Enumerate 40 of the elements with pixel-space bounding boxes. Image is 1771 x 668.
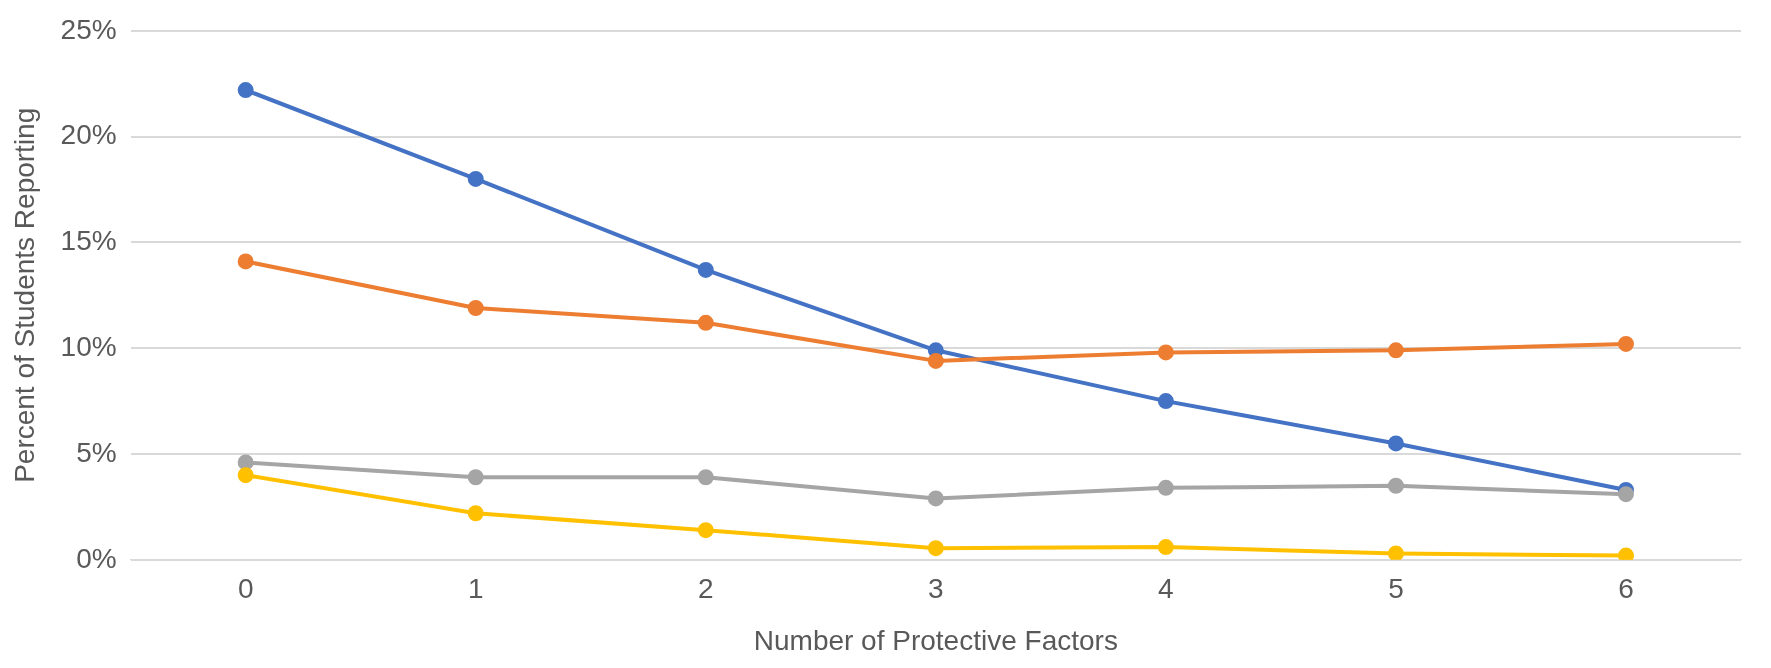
point: [237, 253, 254, 270]
point: [1617, 486, 1634, 503]
point: [1387, 342, 1404, 359]
point: [467, 300, 484, 316]
point: [467, 505, 484, 522]
y-tick-label: 10%: [60, 330, 117, 362]
point: [237, 454, 254, 471]
point: [697, 314, 714, 331]
x-tick-label: 2: [697, 573, 714, 605]
y-tick-label: 15%: [60, 225, 117, 257]
x-tick-label: 4: [1158, 573, 1174, 605]
y-tick-label: 25%: [60, 13, 117, 45]
point: [237, 82, 254, 99]
y-tick-label: 20%: [60, 119, 117, 151]
point: [697, 469, 714, 486]
x-tick-label: 3: [928, 573, 944, 605]
point: [467, 170, 484, 187]
point: [1157, 539, 1174, 556]
point: [697, 522, 714, 539]
x-tick-label: 1: [467, 573, 484, 605]
x-axis-title: Number of Protective Factors: [753, 624, 1118, 656]
y-tick-label: 5%: [76, 436, 117, 468]
point: [237, 467, 254, 484]
point: [927, 352, 944, 369]
point: [1387, 477, 1404, 494]
point: [1157, 479, 1174, 496]
y-tick-label: 0%: [76, 542, 117, 574]
x-tick-label: 0: [237, 573, 254, 605]
point: [1387, 545, 1404, 560]
point: [697, 261, 714, 278]
point: [467, 469, 484, 486]
point: [1157, 344, 1174, 361]
point: [927, 540, 944, 557]
point: [1157, 393, 1174, 410]
point: [1387, 435, 1404, 452]
y-axis-title: Percent of Students Reporting: [8, 107, 40, 483]
x-tick-label: 6: [1618, 573, 1634, 605]
x-tick-label: 5: [1388, 573, 1404, 605]
point: [927, 490, 944, 507]
point: [1617, 335, 1634, 352]
